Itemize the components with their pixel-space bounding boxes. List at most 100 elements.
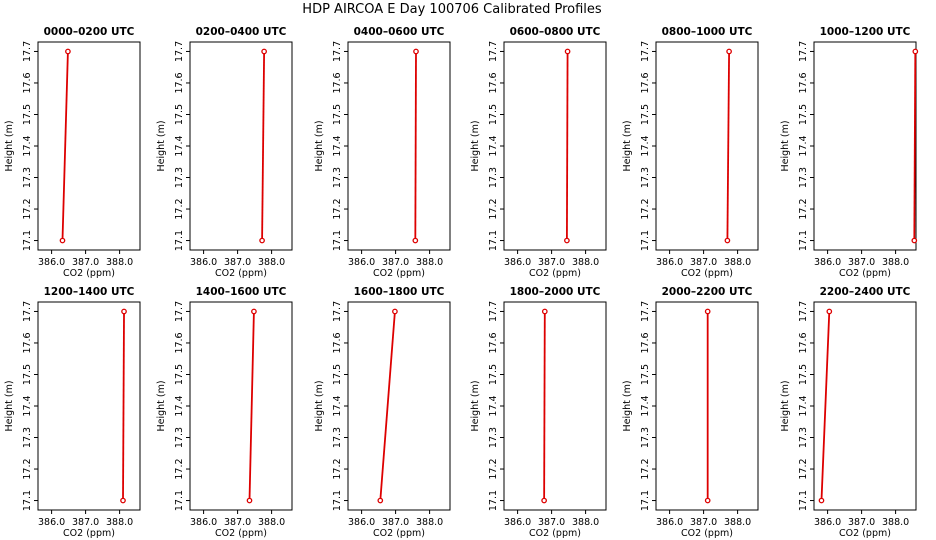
x-tick-label: 388.0 (106, 257, 133, 268)
x-tick-label: 387.0 (224, 517, 251, 528)
y-tick-label: 17.2 (22, 458, 33, 479)
data-point (704, 497, 711, 504)
y-tick-label: 17.5 (174, 364, 185, 385)
y-tick-label: 17.3 (798, 427, 809, 448)
y-tick-label: 17.6 (640, 332, 651, 353)
y-tick-label: 17.5 (488, 104, 499, 125)
y-tick-label: 17.6 (22, 72, 33, 93)
data-point (120, 497, 126, 504)
data-point (261, 48, 267, 55)
x-axis-label: CO2 (ppm) (681, 268, 733, 279)
profile-line (414, 51, 417, 241)
y-tick-label: 17.2 (488, 198, 499, 219)
panel-title: 2000–2200 UTC (662, 286, 753, 298)
y-tick-label: 17.2 (640, 198, 651, 219)
data-point (912, 48, 919, 55)
y-tick-label: 17.2 (640, 458, 651, 479)
y-tick-label: 17.5 (640, 104, 651, 125)
y-tick-label: 17.3 (640, 167, 651, 188)
x-axis-label: CO2 (ppm) (681, 528, 733, 539)
x-axis-label: CO2 (ppm) (373, 268, 425, 279)
x-tick-label: 388.0 (882, 517, 909, 528)
x-tick-label: 386.0 (504, 517, 531, 528)
y-axis-label: Height (m) (314, 380, 325, 431)
x-tick-label: 388.0 (724, 517, 751, 528)
data-point (826, 308, 833, 315)
x-tick-label: 386.0 (348, 257, 375, 268)
x-axis-label: CO2 (ppm) (215, 268, 267, 279)
x-axis-label: CO2 (ppm) (373, 528, 425, 539)
y-tick-label: 17.3 (640, 427, 651, 448)
profile-line (566, 51, 569, 241)
x-tick-label: 388.0 (882, 257, 909, 268)
y-tick-label: 17.1 (22, 230, 33, 251)
y-tick-label: 17.6 (798, 72, 809, 93)
profile-line (543, 311, 546, 501)
y-tick-label: 17.6 (488, 72, 499, 93)
x-tick-label: 387.0 (848, 257, 875, 268)
data-point (377, 497, 384, 504)
x-axis-label: CO2 (ppm) (63, 268, 115, 279)
y-tick-label: 17.5 (488, 364, 499, 385)
y-tick-label: 17.2 (798, 458, 809, 479)
panel-title: 1600–1800 UTC (354, 286, 445, 298)
y-tick-label: 17.6 (640, 72, 651, 93)
y-axis-label: Height (m) (780, 380, 791, 431)
x-tick-label: 387.0 (538, 257, 565, 268)
y-tick-label: 17.4 (488, 395, 499, 416)
x-tick-label: 388.0 (572, 517, 599, 528)
data-point (911, 237, 918, 244)
y-tick-label: 17.1 (488, 490, 499, 511)
y-tick-label: 17.2 (174, 198, 185, 219)
data-point (59, 237, 66, 244)
y-tick-label: 17.3 (174, 427, 185, 448)
y-tick-label: 17.3 (22, 427, 33, 448)
x-tick-label: 386.0 (348, 517, 375, 528)
x-tick-label: 388.0 (106, 517, 133, 528)
data-point (541, 497, 547, 504)
y-tick-label: 17.6 (22, 332, 33, 353)
y-tick-label: 17.1 (332, 230, 343, 251)
x-tick-label: 388.0 (258, 517, 285, 528)
x-tick-label: 386.0 (190, 257, 217, 268)
y-tick-label: 17.5 (332, 364, 343, 385)
plot-frame (813, 41, 917, 251)
x-tick-label: 386.0 (656, 257, 683, 268)
y-tick-label: 17.1 (174, 230, 185, 251)
panel-title: 1800–2000 UTC (510, 286, 601, 298)
profile-line (248, 311, 255, 501)
y-tick-label: 17.4 (332, 135, 343, 156)
x-tick-label: 386.0 (190, 517, 217, 528)
y-tick-label: 17.3 (798, 167, 809, 188)
y-tick-label: 17.4 (798, 395, 809, 416)
y-tick-label: 17.6 (798, 332, 809, 353)
y-tick-label: 17.7 (22, 301, 33, 322)
y-tick-label: 17.7 (174, 301, 185, 322)
panel-title: 2200–2400 UTC (820, 286, 911, 298)
y-tick-label: 17.2 (798, 198, 809, 219)
y-tick-label: 17.3 (332, 427, 343, 448)
y-tick-label: 17.6 (332, 72, 343, 93)
y-tick-label: 17.4 (640, 395, 651, 416)
y-tick-label: 17.1 (640, 490, 651, 511)
data-point (251, 308, 257, 315)
x-tick-label: 386.0 (656, 517, 683, 528)
profile-line (820, 311, 831, 501)
y-tick-label: 17.4 (488, 135, 499, 156)
y-tick-label: 17.7 (640, 41, 651, 62)
panel-title: 0600–0800 UTC (510, 26, 601, 38)
plot-frame (37, 41, 141, 251)
y-tick-label: 17.5 (640, 364, 651, 385)
y-tick-label: 17.6 (174, 332, 185, 353)
x-tick-label: 388.0 (724, 257, 751, 268)
profile-line (261, 51, 266, 241)
data-point (65, 48, 71, 55)
y-tick-label: 17.5 (22, 104, 33, 125)
